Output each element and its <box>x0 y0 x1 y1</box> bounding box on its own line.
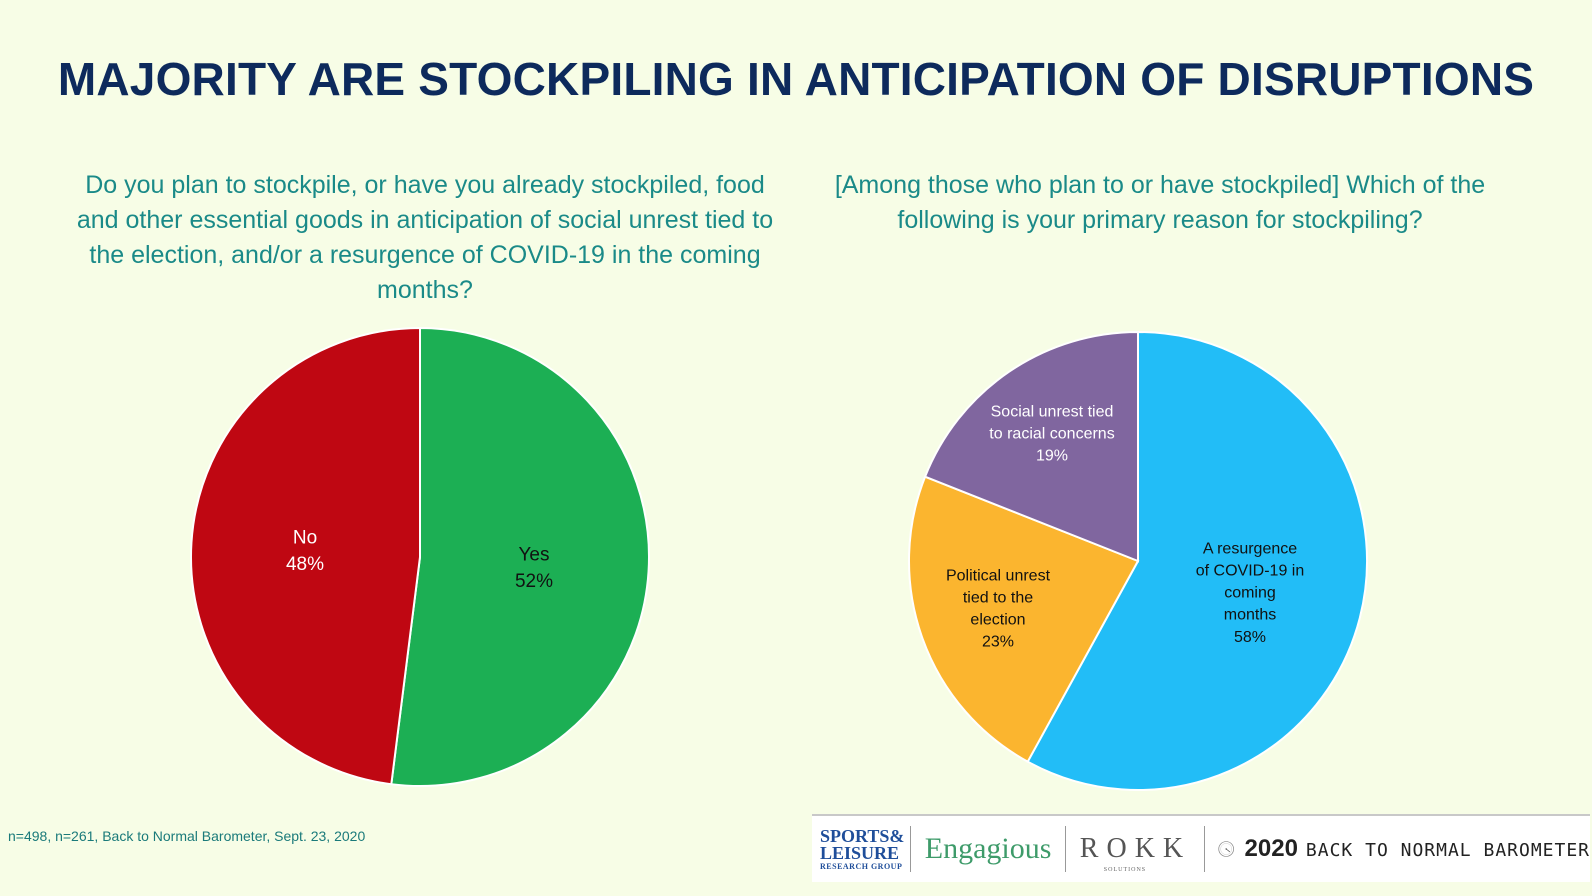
pie-label: Yes 52% <box>515 545 553 592</box>
pie-slice-political-unrest-tied-to-the-election <box>908 475 1140 764</box>
gauge-icon <box>1218 841 1235 857</box>
pie-slice-no <box>190 326 421 786</box>
left-question: Do you plan to stockpile, or have you al… <box>76 171 774 304</box>
stockpile-reason-pie-chart: A resurgence of COVID-19 in coming months 58… <box>908 330 1368 791</box>
pie-label: A resurgence of COVID-19 in coming months 58… <box>1196 540 1304 645</box>
pie-slice-social-unrest-tied-to-racial-concerns <box>923 330 1139 563</box>
pie-slice-yes <box>390 326 650 787</box>
pie-slice-a-resurgence-of-covid-19-in-coming-months <box>1026 330 1368 791</box>
stockpile-plan-pie-chart: Yes 52% No 48% <box>190 326 650 787</box>
logo-bar: SPORTS& LEISURE RESEARCH GROUP Engagious… <box>812 814 1590 882</box>
pie-label: Social unrest tied to racial concerns 19% <box>989 404 1114 465</box>
engagious-logo: Engagious <box>924 832 1052 865</box>
rokk-logo: ROKK SOLUTIONS <box>1079 833 1192 873</box>
sports-leisure-logo: SPORTS& LEISURE RESEARCH GROUP <box>820 825 905 871</box>
footnote: n=498, n=261, Back to Normal Barometer, … <box>8 828 366 844</box>
page-title: MAJORITY ARE STOCKPILING IN ANTICIPATION… <box>57 53 1535 105</box>
right-question: [Among those who plan to or have stockpi… <box>834 171 1486 234</box>
barometer-logo: 2020 BACK TO NORMAL BAROMETER <box>1244 835 1591 862</box>
pie-label: Political unrest tied to the election 23% <box>946 567 1051 650</box>
pie-label: No 48% <box>286 528 324 575</box>
